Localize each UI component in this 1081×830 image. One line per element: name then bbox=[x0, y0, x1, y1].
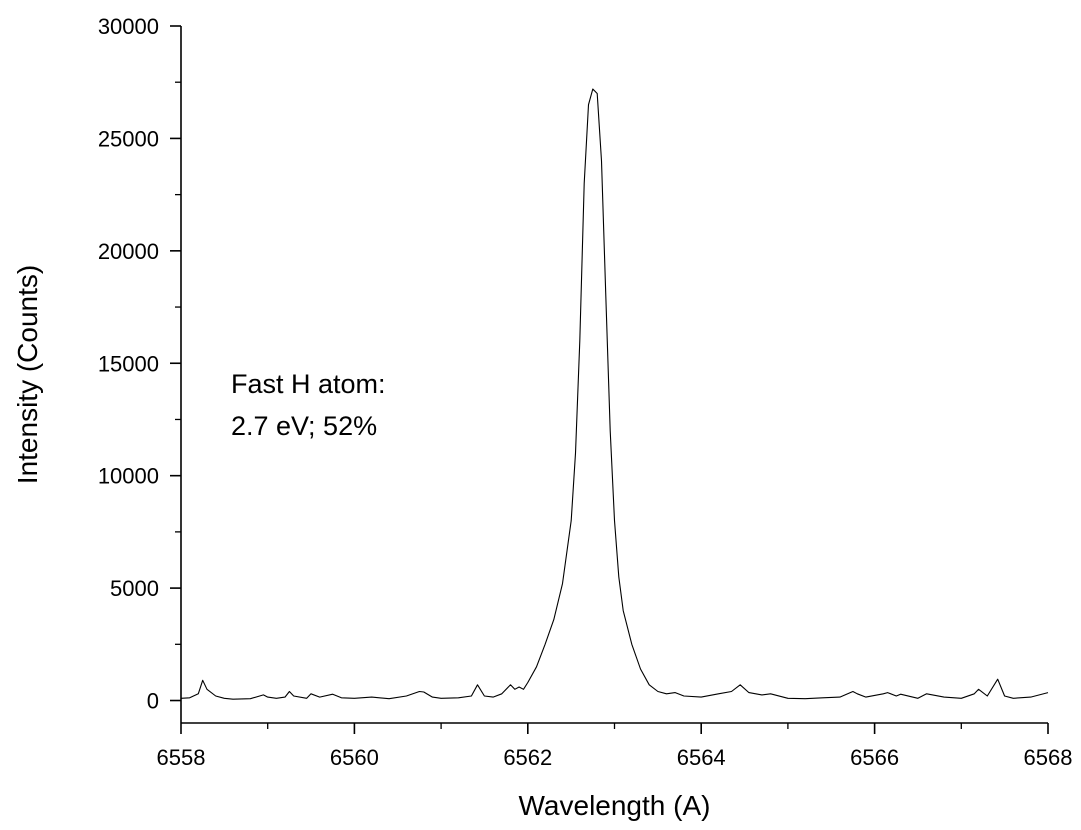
y-tick-label: 20000 bbox=[98, 239, 159, 264]
x-tick-label: 6558 bbox=[157, 745, 206, 770]
y-tick-label: 15000 bbox=[98, 351, 159, 376]
x-tick-label: 6562 bbox=[503, 745, 552, 770]
annotation-line-2: 2.7 eV; 52% bbox=[231, 411, 377, 441]
y-axis-ticks: 0 5000 10000 15000 20000 25000 30000 bbox=[98, 14, 181, 714]
x-tick-label: 6568 bbox=[1024, 745, 1073, 770]
y-tick-label: 10000 bbox=[98, 464, 159, 489]
x-axis-ticks: 6558 6560 6562 6564 6566 6568 bbox=[157, 723, 1073, 770]
annotation-line-1: Fast H atom: bbox=[231, 369, 386, 399]
y-tick-label: 5000 bbox=[110, 576, 159, 601]
x-tick-label: 6560 bbox=[330, 745, 379, 770]
x-axis-title: Wavelength (A) bbox=[519, 790, 711, 821]
y-tick-label: 30000 bbox=[98, 14, 159, 39]
series-line bbox=[180, 88, 1049, 700]
y-tick-label: 25000 bbox=[98, 126, 159, 151]
x-tick-label: 6566 bbox=[850, 745, 899, 770]
y-tick-label: 0 bbox=[147, 689, 159, 714]
y-axis-title: Intensity (Counts) bbox=[12, 265, 43, 484]
x-tick-label: 6564 bbox=[677, 745, 726, 770]
series-layer bbox=[180, 88, 1049, 700]
